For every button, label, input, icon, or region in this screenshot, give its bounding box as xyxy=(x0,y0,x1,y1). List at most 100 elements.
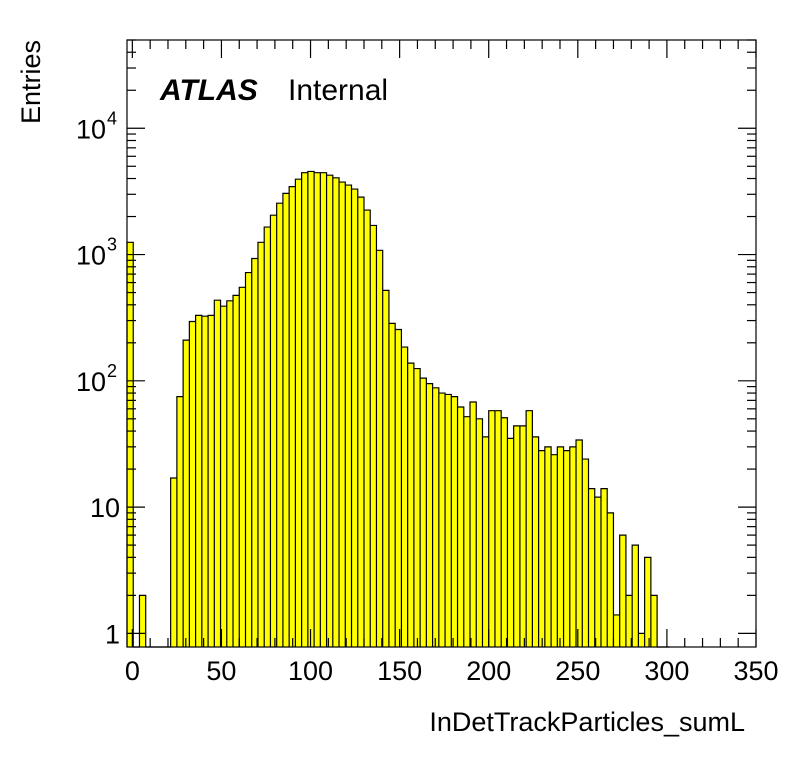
histogram-bin-38 xyxy=(363,210,371,647)
histogram-bin-37 xyxy=(357,197,364,647)
histogram-outline xyxy=(126,170,670,648)
histogram-bin-67 xyxy=(544,446,552,647)
histogram-bin-52 xyxy=(451,396,458,647)
histogram-bin-58 xyxy=(488,410,495,647)
histogram-bin-29 xyxy=(307,171,315,648)
atlas-label: ATLAS xyxy=(159,74,258,107)
x-tick-label: 200 xyxy=(466,656,511,686)
histogram-bin-77 xyxy=(607,512,614,647)
histogram-bin-70 xyxy=(563,450,570,647)
histogram-bin-56 xyxy=(476,418,483,647)
histogram-bin-10 xyxy=(189,321,196,647)
y-tick-label: 10 xyxy=(76,114,106,144)
internal-label: Internal xyxy=(288,74,388,107)
histogram-bin-24 xyxy=(276,203,283,647)
histogram-bin-61 xyxy=(507,438,514,647)
x-tick-label: 100 xyxy=(288,656,333,686)
y-tick-label: 10 xyxy=(90,493,120,523)
histogram-bin-8 xyxy=(176,396,184,647)
x-tick-labels: 0 50 100 150 200 250 300 350 xyxy=(125,656,779,686)
histogram-bin-0 xyxy=(127,242,134,647)
histogram-bin-32 xyxy=(326,175,333,648)
histogram-bin-20 xyxy=(251,258,258,647)
y-tick-label: 10 xyxy=(76,241,106,271)
histogram-bin-16 xyxy=(226,300,234,647)
histogram-bin-34 xyxy=(339,182,346,648)
histogram-bin-74 xyxy=(588,488,595,647)
histogram-bin-28 xyxy=(301,172,308,648)
histogram-bin-84 xyxy=(650,595,658,647)
histogram-bin-42 xyxy=(388,323,396,647)
histogram-bin-26 xyxy=(289,186,296,647)
histogram-bin-48 xyxy=(426,383,433,647)
x-tick-label: 250 xyxy=(555,656,600,686)
histogram-bin-14 xyxy=(214,300,221,647)
histogram-bin-76 xyxy=(600,488,608,647)
histogram-bin-72 xyxy=(576,439,583,647)
histogram-bin-49 xyxy=(432,387,439,647)
histogram-bin-9 xyxy=(183,340,190,647)
histogram-bin-80 xyxy=(625,595,633,647)
y-tick-exponent: 3 xyxy=(107,235,117,255)
histogram-bin-11 xyxy=(195,315,202,647)
x-axis-title: InDetTrackParticles_sumL xyxy=(429,707,745,737)
histogram-bin-55 xyxy=(470,401,477,647)
histogram-bin-43 xyxy=(395,329,402,647)
histogram-bin-62 xyxy=(513,425,520,647)
x-tick-label: 300 xyxy=(644,656,689,686)
axis-ticks xyxy=(127,39,757,647)
histogram-bin-45 xyxy=(407,363,414,647)
plot-frame xyxy=(126,39,757,648)
histogram-bin-31 xyxy=(320,172,327,648)
histogram-bin-46 xyxy=(413,368,421,647)
histogram-bin-41 xyxy=(382,290,389,647)
y-axis-title: Entries xyxy=(16,40,46,124)
histogram-bin-57 xyxy=(482,436,489,647)
histogram-bin-35 xyxy=(345,185,352,647)
histogram-bin-65 xyxy=(532,436,539,647)
histogram-bin-50 xyxy=(438,393,446,647)
histogram-bin-18 xyxy=(239,287,246,647)
x-tick-label: 0 xyxy=(125,656,140,686)
histogram-bin-33 xyxy=(332,177,340,647)
histogram-bin-22 xyxy=(264,227,271,647)
histogram-bin-82 xyxy=(638,633,645,647)
histogram-bin-64 xyxy=(526,410,533,647)
histogram-bin-23 xyxy=(270,215,277,647)
histogram-bin-81 xyxy=(632,545,639,647)
histogram-bin-66 xyxy=(538,450,545,647)
histogram-bin-47 xyxy=(420,378,427,647)
histogram-bin-21 xyxy=(257,242,265,647)
histogram-bin-78 xyxy=(613,614,620,647)
histogram-bin-75 xyxy=(594,497,601,647)
histogram-bin-51 xyxy=(445,394,452,647)
histogram-bin-59 xyxy=(494,410,502,647)
histogram-bin-39 xyxy=(370,225,377,647)
histogram-bin-44 xyxy=(401,347,408,647)
histogram-bin-30 xyxy=(314,172,321,648)
histogram-bars xyxy=(127,171,658,648)
histogram-bin-68 xyxy=(551,454,558,647)
y-tick-exponent: 2 xyxy=(107,361,117,381)
histogram-bin-71 xyxy=(569,446,577,647)
histogram-bin-15 xyxy=(220,306,227,647)
histogram-bin-19 xyxy=(245,272,252,647)
histogram-bin-2 xyxy=(139,595,146,647)
histogram-bin-17 xyxy=(233,295,240,647)
histogram-bin-60 xyxy=(501,417,508,647)
histogram-bin-69 xyxy=(557,446,564,647)
histogram-bin-36 xyxy=(351,189,358,647)
x-tick-label: 50 xyxy=(206,656,236,686)
y-tick-label: 10 xyxy=(76,367,106,397)
x-tick-label: 150 xyxy=(377,656,422,686)
y-tick-exponent: 4 xyxy=(107,108,117,128)
histogram-bin-54 xyxy=(463,416,471,647)
histogram-bin-40 xyxy=(376,250,383,648)
histogram-bin-12 xyxy=(201,316,209,647)
histogram-bin-73 xyxy=(582,459,589,647)
histogram-bin-7 xyxy=(170,477,177,647)
histogram-bin-27 xyxy=(295,179,302,648)
histogram-bin-25 xyxy=(282,193,290,648)
